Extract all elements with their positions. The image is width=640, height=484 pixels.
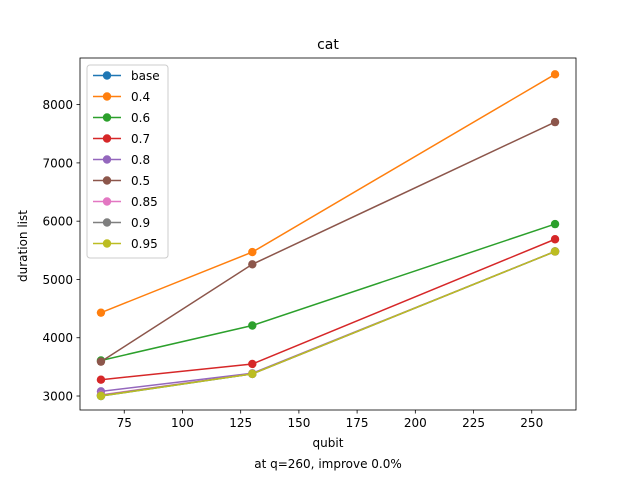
x-tick-label: 225 [462,416,485,430]
legend-swatch-marker [102,113,112,122]
y-tick-label: 6000 [42,215,73,229]
y-tick-label: 5000 [42,273,73,287]
legend-label: 0.9 [131,216,150,230]
x-tick-label: 150 [287,416,310,430]
y-tick-label: 8000 [42,98,73,112]
x-axis-label: qubit [313,436,344,450]
data-point [550,235,560,244]
data-point [96,391,106,401]
legend-label: 0.8 [131,153,150,167]
x-tick-label: 75 [117,416,132,430]
data-point [248,260,257,269]
x-tick-label: 100 [171,416,194,430]
legend-swatch-marker [102,134,112,143]
data-point [248,247,257,257]
legend-label: 0.85 [131,195,158,209]
legend-swatch-marker [102,176,112,185]
y-tick-label: 4000 [42,331,73,345]
data-point [248,321,257,330]
legend-label: 0.6 [131,111,150,125]
y-tick-label: 7000 [42,156,73,170]
data-point [96,375,106,384]
chart-caption: at q=260, improve 0.0% [254,457,402,471]
legend-swatch-marker [102,71,112,80]
data-point [550,247,560,256]
legend-swatch-marker [102,239,112,248]
data-point [550,117,560,127]
legend-label: 0.7 [131,132,150,146]
data-point [96,357,106,366]
chart-title: cat [317,37,339,53]
x-tick-label: 175 [346,416,369,430]
legend-box [86,64,169,259]
legend-label: 0.4 [131,90,150,104]
legend-label: base [131,69,160,83]
legend-swatch-marker [102,197,112,206]
x-tick-label: 125 [229,416,252,430]
legend-swatch-marker [102,155,112,164]
data-point [96,308,106,317]
y-axis-label: duration list [16,210,30,282]
legend-label: 0.95 [131,237,158,251]
data-point [550,70,560,79]
legend-swatch-marker [102,218,112,227]
y-tick-label: 3000 [42,390,73,404]
legend-swatch-marker [102,92,112,101]
plot-frame [79,57,577,411]
legend-label: 0.5 [131,174,150,188]
data-point [248,369,257,379]
x-tick-label: 200 [404,416,427,430]
x-tick-label: 250 [520,416,543,430]
data-point [248,359,257,369]
data-point [550,219,560,229]
